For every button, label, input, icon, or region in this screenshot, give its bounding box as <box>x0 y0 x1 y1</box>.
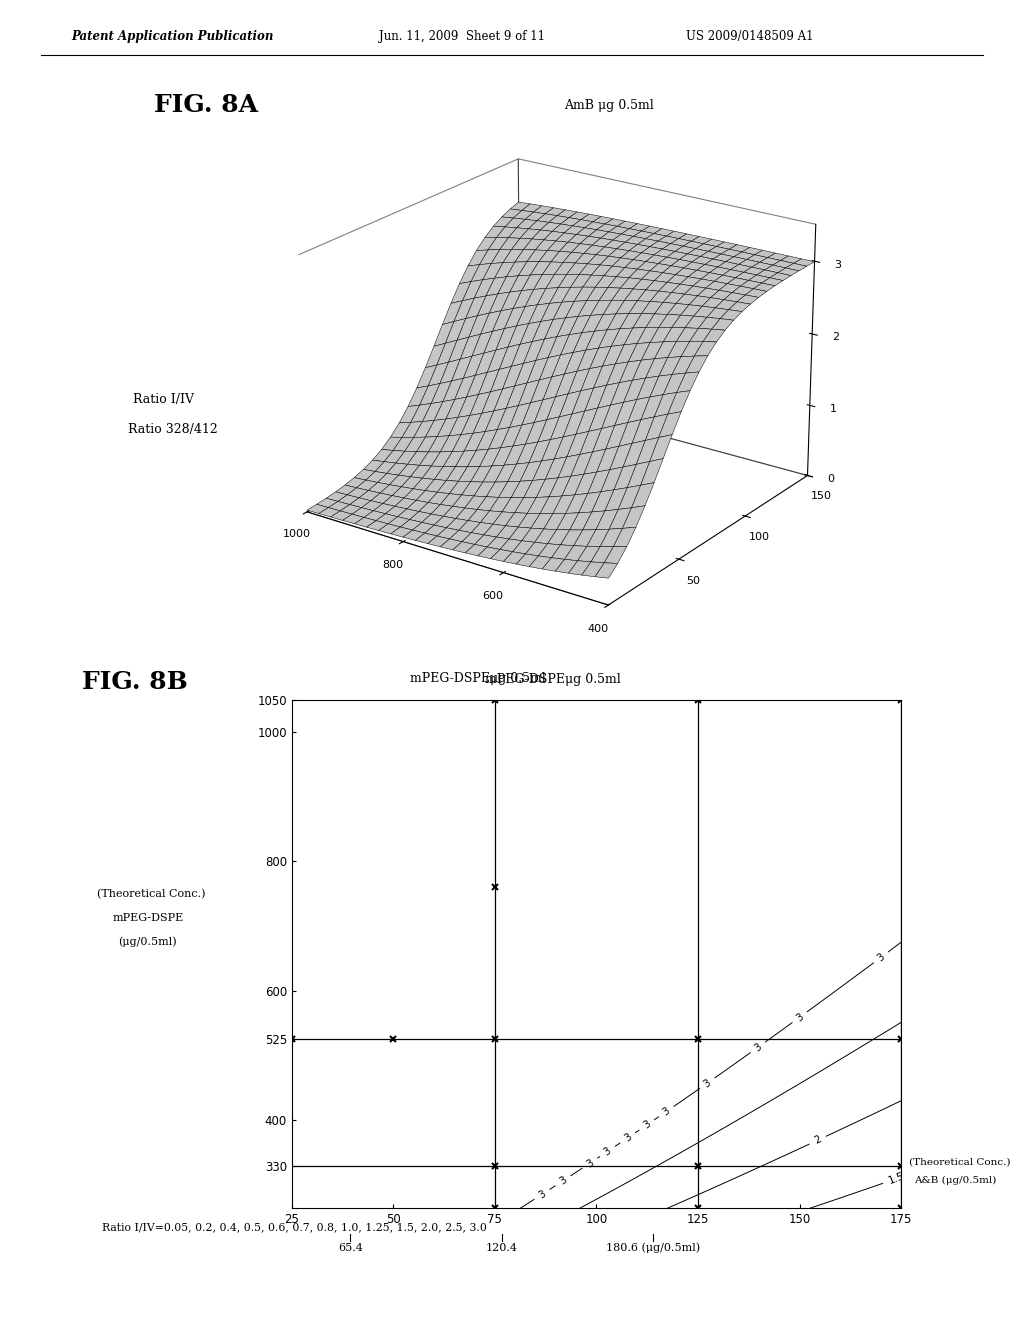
Text: FIG. 8A: FIG. 8A <box>154 94 258 117</box>
Text: mPEG-DSPEμg 0.5ml: mPEG-DSPEμg 0.5ml <box>484 673 621 685</box>
Text: 65.4: 65.4 <box>338 1243 362 1254</box>
Text: 3: 3 <box>701 1077 713 1089</box>
Text: 3: 3 <box>602 1146 613 1158</box>
Text: 2: 2 <box>812 1134 823 1146</box>
Text: (Theoretical Conc.): (Theoretical Conc.) <box>97 890 206 900</box>
Text: 3: 3 <box>557 1175 568 1187</box>
Text: 3: 3 <box>537 1188 548 1200</box>
Text: (μg/0.5ml): (μg/0.5ml) <box>118 937 176 948</box>
Text: Patent Application Publication: Patent Application Publication <box>72 29 274 42</box>
Text: 180.6 (μg/0.5ml): 180.6 (μg/0.5ml) <box>606 1243 700 1254</box>
Text: Ratio I/IV=0.05, 0.2, 0.4, 0.5, 0.6, 0.7, 0.8, 1.0, 1.25, 1.5, 2.0, 2.5, 3.0: Ratio I/IV=0.05, 0.2, 0.4, 0.5, 0.6, 0.7… <box>102 1222 487 1233</box>
Text: (Theoretical Conc.): (Theoretical Conc.) <box>909 1158 1011 1167</box>
Text: US 2009/0148509 A1: US 2009/0148509 A1 <box>686 29 814 42</box>
Text: Ratio I/IV: Ratio I/IV <box>133 392 195 405</box>
Text: mPEG-DSPEμg 0.5ml: mPEG-DSPEμg 0.5ml <box>410 672 546 685</box>
Text: 1.5: 1.5 <box>887 1171 906 1187</box>
Text: A&B (μg/0.5ml): A&B (μg/0.5ml) <box>914 1176 996 1185</box>
Text: 3: 3 <box>753 1041 764 1053</box>
Text: Jun. 11, 2009  Sheet 9 of 11: Jun. 11, 2009 Sheet 9 of 11 <box>379 29 545 42</box>
Text: 3: 3 <box>876 952 887 964</box>
Text: 3: 3 <box>794 1011 805 1023</box>
Text: 3: 3 <box>585 1158 595 1170</box>
Text: 3: 3 <box>660 1106 672 1118</box>
Text: 120.4: 120.4 <box>485 1243 518 1254</box>
Text: Ratio 328/412: Ratio 328/412 <box>128 422 218 436</box>
Text: AmB μg 0.5ml: AmB μg 0.5ml <box>564 99 654 112</box>
Text: 3: 3 <box>641 1119 652 1131</box>
Text: 3: 3 <box>622 1133 633 1144</box>
Text: FIG. 8B: FIG. 8B <box>82 671 187 694</box>
Text: mPEG-DSPE: mPEG-DSPE <box>113 913 184 924</box>
